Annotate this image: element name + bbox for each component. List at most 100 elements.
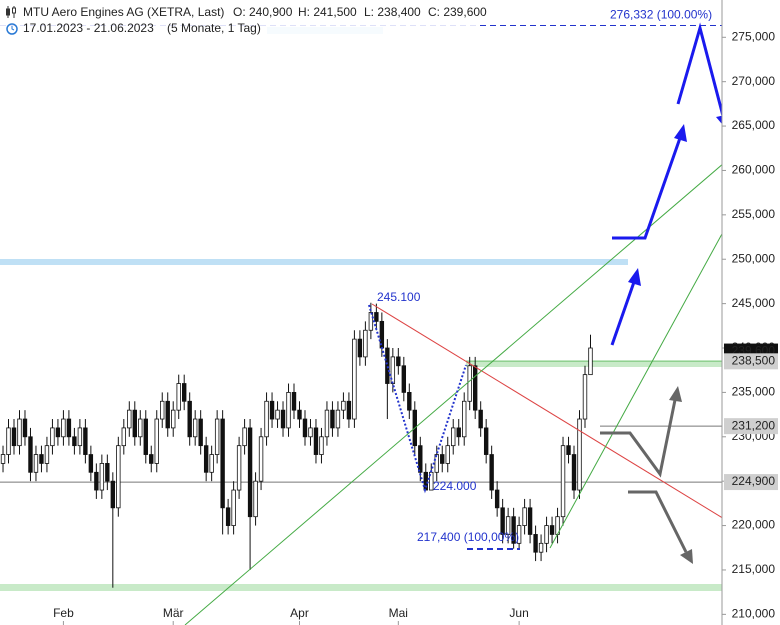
candle-body — [494, 489, 500, 509]
candle-body — [472, 365, 478, 411]
candle-body — [44, 445, 50, 464]
clock-icon — [6, 23, 18, 35]
support-zone — [0, 584, 780, 591]
y-tick-label: 250,000 — [732, 251, 776, 265]
title: MTU Aero Engines AG (XETRA, Last) — [23, 5, 224, 19]
x-tick-label: Jun — [509, 606, 528, 620]
candle-body — [286, 392, 291, 429]
arrow — [610, 281, 636, 346]
annotation: 245.100 — [377, 290, 421, 304]
candle-body — [66, 418, 72, 438]
candle-body — [105, 463, 110, 482]
candle-body — [319, 436, 324, 455]
candle-body — [132, 409, 137, 438]
candle-body — [467, 365, 472, 402]
level-box — [724, 418, 778, 435]
ohlc-open: O: 240,900 — [233, 5, 293, 19]
candle-body — [560, 445, 566, 518]
header-background — [0, 0, 480, 38]
arrow — [600, 399, 677, 478]
candle-body — [171, 409, 176, 429]
candle-body — [264, 400, 269, 438]
candle-body — [143, 418, 148, 455]
ohlc-low: L: 238,400 — [364, 5, 421, 19]
candle-body — [577, 418, 582, 491]
candle-body — [291, 392, 297, 411]
header: MTU Aero Engines AG (XETRA, Last) O: 240… — [0, 0, 487, 38]
candle-body — [302, 418, 308, 438]
candle-body — [280, 409, 286, 429]
candle-body — [407, 392, 412, 411]
level-box-label: 224,900 — [732, 474, 776, 488]
candle-body — [374, 312, 379, 322]
arrow — [676, 22, 725, 117]
candle-body — [192, 418, 198, 438]
y-tick-label: 235,000 — [732, 385, 776, 399]
candle-body — [522, 507, 527, 526]
candle-body — [440, 454, 445, 464]
candle-body — [187, 400, 192, 438]
candle-body — [17, 418, 22, 447]
y-tick-label: 260,000 — [732, 163, 776, 177]
candle-body — [6, 427, 11, 455]
candle-body — [566, 445, 571, 455]
x-tick-label: Mai — [389, 606, 408, 620]
arrow-head — [674, 124, 687, 142]
candle-body — [385, 347, 390, 384]
annotation: 224.000 — [433, 479, 477, 493]
candle-body — [225, 507, 231, 526]
candle-body — [527, 507, 533, 535]
candle-body — [363, 329, 368, 358]
candle-body — [39, 454, 44, 464]
candle-body — [50, 427, 55, 447]
candle-body — [478, 409, 483, 429]
candle-body — [505, 516, 511, 535]
candle-body — [401, 365, 407, 393]
candle-body — [99, 463, 105, 491]
clock-hand — [11, 26, 15, 31]
candle-body — [418, 445, 423, 473]
candle-body — [462, 400, 467, 438]
candle-body — [489, 454, 494, 491]
level-label: 276,332 (100.00%) — [610, 8, 712, 22]
candle-body — [33, 454, 39, 473]
candle-body — [451, 427, 456, 447]
level-box — [724, 474, 778, 491]
candle-body — [588, 347, 593, 376]
candle-body — [55, 427, 61, 438]
candle-body — [313, 427, 319, 455]
candle-body — [160, 400, 165, 420]
period: 17.01.2023 - 21.06.2023 — [23, 21, 154, 35]
candle-body — [138, 418, 143, 438]
candle-body — [511, 516, 516, 544]
candle-body — [88, 454, 94, 473]
ohlc-close: C: 239,600 — [428, 5, 487, 19]
candle-body — [269, 400, 275, 420]
candle-body — [236, 445, 242, 491]
level-box-label: 231,200 — [732, 418, 776, 432]
candle-body — [149, 454, 154, 464]
y-tick-label: 220,000 — [732, 518, 776, 532]
candle-body — [324, 409, 330, 438]
candle-body — [0, 454, 6, 464]
candle-body — [330, 409, 335, 429]
candle-body — [253, 480, 258, 518]
y-tick-label: 255,000 — [732, 207, 776, 221]
arrow-head — [669, 386, 682, 402]
candle-body — [247, 427, 253, 518]
axis-background — [722, 0, 780, 625]
level-box — [724, 353, 778, 370]
arrow — [612, 137, 682, 240]
candle-body — [94, 471, 99, 491]
candle-body — [352, 338, 357, 420]
candle-body — [83, 427, 88, 455]
candle-body — [209, 454, 214, 473]
candle-body — [456, 427, 461, 438]
candle-body — [154, 418, 159, 464]
candle-body — [434, 454, 439, 473]
candle-body — [445, 445, 450, 464]
candle-body — [538, 542, 544, 553]
candle-body — [198, 418, 203, 447]
y-tick-label: 265,000 — [732, 118, 776, 132]
candle-body — [165, 400, 170, 429]
